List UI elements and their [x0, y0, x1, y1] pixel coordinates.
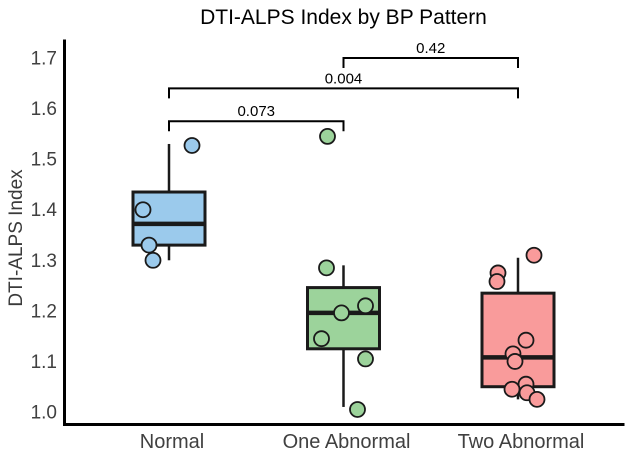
jitter-point-two-abnormal	[517, 331, 535, 349]
chart-title: DTI-ALPS Index by BP Pattern	[200, 6, 487, 29]
y-tick-label: 1.2	[31, 301, 57, 322]
y-tick-label: 1.5	[31, 150, 57, 171]
jitter-point-one-abnormal	[357, 350, 374, 368]
p-value-label: 0.073	[237, 103, 275, 120]
jitter-point-two-abnormal	[525, 246, 543, 264]
jitter-point-one-abnormal	[357, 297, 374, 315]
y-tick-label: 1.7	[31, 49, 57, 70]
x-category-label: Two Abnormal	[458, 431, 585, 453]
jitter-point-two-abnormal	[488, 273, 506, 290]
y-tick-label: 1.6	[31, 99, 57, 120]
p-value-label: 0.004	[325, 70, 363, 87]
p-value-label: 0.42	[416, 40, 445, 57]
x-category-label: Normal	[140, 431, 204, 453]
jitter-point-one-abnormal	[349, 401, 366, 418]
jitter-point-one-abnormal	[313, 330, 330, 348]
jitter-point-one-abnormal	[333, 304, 350, 322]
x-category-label: One Abnormal	[283, 431, 411, 453]
jitter-point-normal	[183, 137, 201, 154]
y-tick-label: 1.3	[31, 251, 57, 272]
jitter-point-one-abnormal	[318, 259, 335, 277]
jitter-point-two-abnormal	[506, 353, 524, 370]
jitter-point-two-abnormal	[528, 390, 546, 408]
y-tick-label: 1.0	[31, 403, 57, 424]
y-tick-label: 1.1	[31, 352, 57, 373]
jitter-point-normal	[144, 251, 162, 269]
significance-bracket	[342, 57, 519, 68]
jitter-point-two-abnormal	[503, 380, 521, 398]
jitter-point-one-abnormal	[319, 127, 336, 145]
significance-bracket	[168, 120, 345, 132]
significance-bracket	[168, 87, 519, 99]
jitter-point-normal	[140, 236, 158, 254]
y-tick-label: 1.4	[31, 200, 58, 221]
jitter-point-normal	[134, 201, 152, 219]
box-normal	[131, 190, 207, 247]
